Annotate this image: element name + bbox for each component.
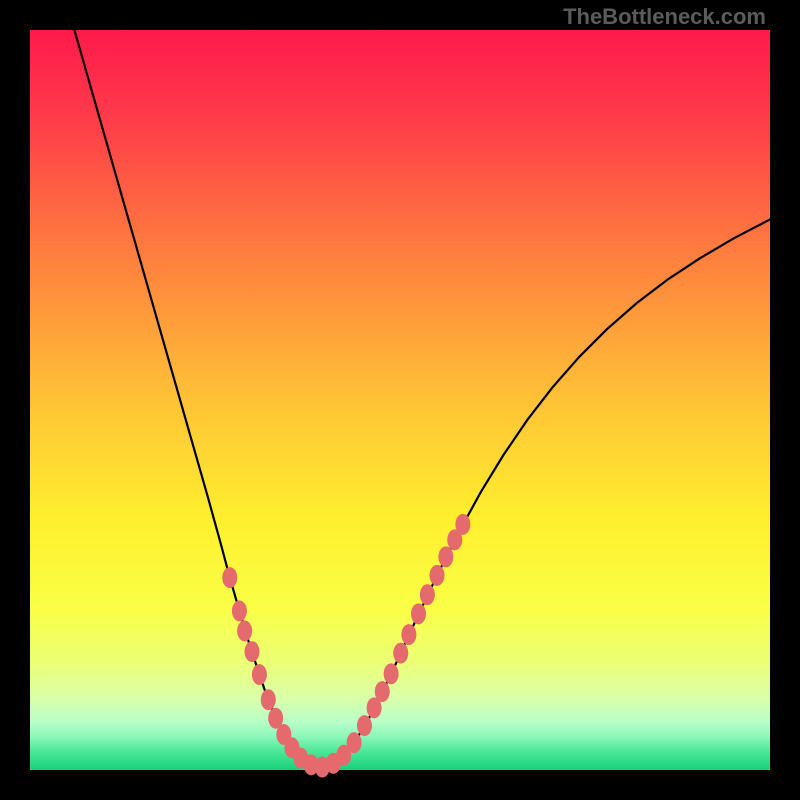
curve-marker [347, 732, 362, 753]
curve-marker [232, 600, 247, 621]
plot-area [30, 30, 770, 770]
curve-marker [420, 584, 435, 605]
curve-marker [237, 620, 252, 641]
curve-marker [245, 641, 260, 662]
curve-marker [222, 567, 237, 588]
curve-marker [401, 624, 416, 645]
curve-marker [430, 565, 445, 586]
curve-marker [357, 715, 372, 736]
curve-marker [384, 663, 399, 684]
curve-marker [393, 643, 408, 664]
curve-marker [438, 546, 453, 567]
curve-marker [411, 603, 426, 624]
curve-marker [375, 681, 390, 702]
chart-svg [30, 30, 770, 770]
watermark-text: TheBottleneck.com [563, 4, 766, 30]
curve-marker [455, 514, 470, 535]
curve-marker [261, 689, 276, 710]
curve-marker [252, 664, 267, 685]
chart-frame: TheBottleneck.com [0, 0, 800, 800]
